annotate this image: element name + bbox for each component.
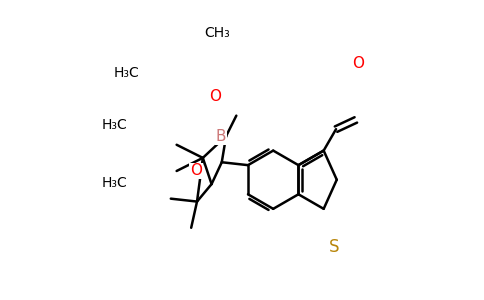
- Text: H₃C: H₃C: [102, 176, 128, 190]
- Text: S: S: [329, 238, 339, 256]
- Text: O: O: [352, 56, 364, 71]
- Text: CH₃: CH₃: [204, 26, 229, 40]
- Text: O: O: [190, 163, 202, 178]
- Text: H₃C: H₃C: [114, 66, 139, 80]
- Text: H₃C: H₃C: [102, 118, 128, 132]
- Text: O: O: [209, 89, 221, 104]
- Text: B: B: [216, 129, 227, 144]
